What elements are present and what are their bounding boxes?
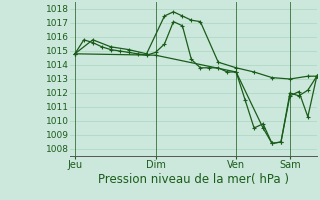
X-axis label: Pression niveau de la mer( hPa ): Pression niveau de la mer( hPa ) <box>98 173 289 186</box>
